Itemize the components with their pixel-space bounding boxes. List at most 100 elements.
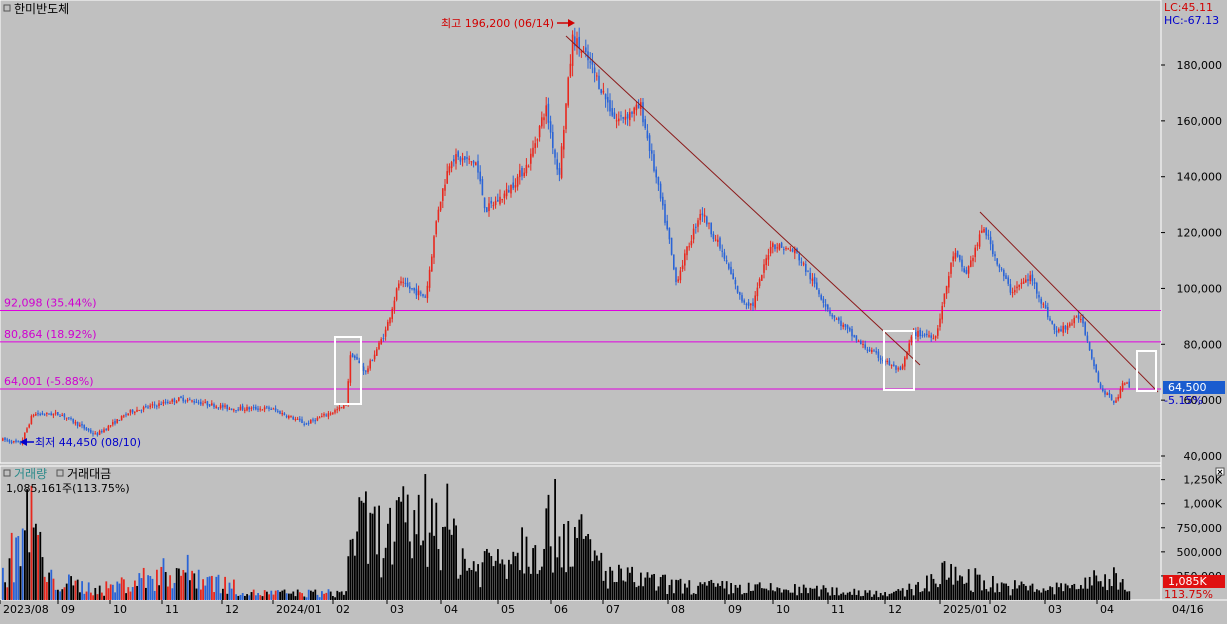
candle-body: [1104, 390, 1106, 395]
candle-body: [404, 282, 407, 284]
volume-bar: [1110, 586, 1113, 600]
date-tick-label: 2025/01: [943, 603, 989, 616]
candle-body: [277, 410, 279, 412]
candle-body: [105, 428, 107, 430]
volume-bar: [926, 575, 928, 600]
volume-bar: [483, 551, 486, 600]
volume-bar: [703, 582, 706, 600]
candle-body: [732, 273, 734, 280]
volume-bar: [327, 589, 330, 600]
volume-bar: [290, 593, 292, 600]
candle-body: [19, 441, 22, 445]
volume-bar: [822, 585, 825, 600]
candle-body: [10, 441, 13, 443]
candle-body: [378, 342, 380, 350]
candle-body: [536, 139, 539, 141]
volume-bar: [710, 579, 713, 600]
volume-summary: 1,085,161주(113.75%): [6, 482, 130, 495]
volume-bar: [582, 538, 585, 600]
title-marker-icon: [3, 4, 11, 12]
candle-body: [354, 355, 356, 359]
volume-bar: [846, 592, 849, 600]
candle-body: [87, 428, 90, 431]
date-tick-label: 05: [501, 603, 515, 616]
candle-body: [976, 244, 979, 246]
candle-body: [74, 421, 77, 424]
candle-body: [233, 409, 235, 411]
candle-body: [466, 157, 468, 160]
candle-body: [138, 409, 140, 411]
volume-bar: [323, 593, 325, 600]
volume-bar: [646, 572, 649, 600]
volume-bar: [545, 508, 548, 600]
candle-body: [316, 417, 319, 421]
candle-body: [860, 340, 862, 345]
low-annotation: 최저 44,450 (08/10): [35, 436, 141, 449]
candle-body: [1011, 292, 1014, 294]
candle-body: [994, 254, 996, 257]
volume-bar: [213, 592, 215, 600]
highlight-box-3[interactable]: [1136, 350, 1157, 392]
volume-bar: [668, 585, 671, 600]
candle-body: [728, 263, 730, 269]
volume-bar: [461, 548, 464, 600]
candle-body: [217, 407, 220, 409]
candle-body: [794, 249, 796, 254]
candle-body: [263, 407, 266, 410]
volume-bar: [215, 576, 218, 600]
date-tick-label: 12: [225, 603, 239, 616]
candle-body: [461, 158, 464, 160]
candle-body: [882, 360, 884, 362]
candle-body: [613, 112, 616, 119]
trend-line-2[interactable]: [979, 211, 1159, 393]
volume-bar: [1102, 586, 1104, 600]
date-tick-label: 2023/08: [3, 603, 49, 616]
candle-body: [862, 344, 864, 346]
volume-bar: [677, 580, 680, 600]
candle-body: [1082, 317, 1084, 324]
candle-body: [604, 93, 607, 100]
volume-bar: [622, 580, 625, 600]
candle-body: [373, 354, 376, 360]
candle-body: [340, 407, 343, 409]
volume-bar: [382, 558, 385, 600]
value-title[interactable]: 거래대금: [67, 467, 111, 481]
volume-bar: [464, 558, 466, 600]
candle-body: [307, 422, 310, 424]
candle-body: [268, 407, 270, 409]
volume-title[interactable]: 거래량: [14, 467, 47, 481]
volume-bar: [523, 573, 526, 600]
volume-bar: [976, 574, 979, 600]
candle-body: [985, 227, 987, 236]
candle-body: [109, 425, 112, 427]
candle-body: [503, 193, 506, 199]
volume-bar: [750, 590, 752, 600]
candle-body: [15, 440, 17, 442]
volume-bar: [393, 541, 396, 600]
volume-bar: [76, 579, 79, 600]
y-axis-panel: [1161, 0, 1227, 620]
volume-bar: [431, 498, 433, 600]
volume-bar: [338, 592, 341, 600]
candle-body: [28, 424, 30, 428]
candle-body: [140, 410, 143, 412]
candle-body: [435, 221, 437, 235]
candle-body: [57, 412, 59, 415]
highlight-box-2[interactable]: [883, 330, 915, 391]
candle-body: [868, 349, 871, 352]
candle-body: [646, 130, 649, 139]
candle-body: [299, 418, 301, 421]
candle-body: [1066, 325, 1069, 331]
volume-bar: [934, 583, 937, 600]
candle-body: [673, 254, 675, 270]
volume-bar: [879, 593, 882, 600]
trend-line-1[interactable]: [565, 35, 921, 366]
highlight-box-1[interactable]: [334, 336, 362, 405]
volume-bar: [153, 590, 156, 600]
volume-bar: [618, 564, 620, 600]
candle-body: [349, 355, 352, 383]
volume-bar: [400, 501, 402, 600]
volume-bar: [261, 596, 264, 600]
volume-bar: [736, 587, 739, 600]
current-volume-label: 1,085K: [1168, 575, 1207, 588]
